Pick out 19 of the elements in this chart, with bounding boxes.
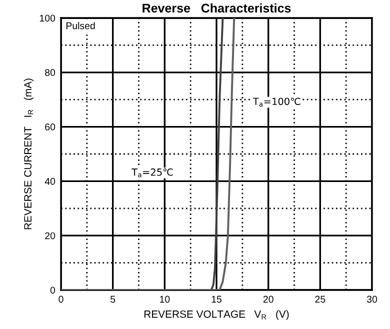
x-tick-label: 25 xyxy=(315,296,326,303)
x-tick-label: 5 xyxy=(110,296,116,303)
y-tick-label: 0 xyxy=(50,286,56,294)
annotation: T$_{a}$=100℃ xyxy=(252,98,300,107)
y-tick-label: 80 xyxy=(45,69,56,76)
y-tick-label: 40 xyxy=(44,178,56,185)
x-tick-label: 10 xyxy=(160,296,170,303)
x-tick-label: 0 xyxy=(58,296,64,303)
text: REVERSE VOLTAGE V$_{R}$ (V) xyxy=(144,310,289,320)
x-tick-label: 15 xyxy=(212,296,222,303)
chart-title: Reverse Characteristics xyxy=(142,3,291,13)
x-tick-label: 20 xyxy=(263,296,274,303)
y-tick-label: 20 xyxy=(45,232,56,240)
x-tick-label: 30 xyxy=(366,296,378,303)
y-tick-label: 100 xyxy=(40,14,56,22)
text: REVERSE CURRENT I$_{R}$ (mA) xyxy=(24,78,34,230)
annotation: T$_{a}$=25℃ xyxy=(132,168,173,178)
y-tick-label: 60 xyxy=(45,124,56,130)
annotation: Pulsed xyxy=(66,22,95,30)
